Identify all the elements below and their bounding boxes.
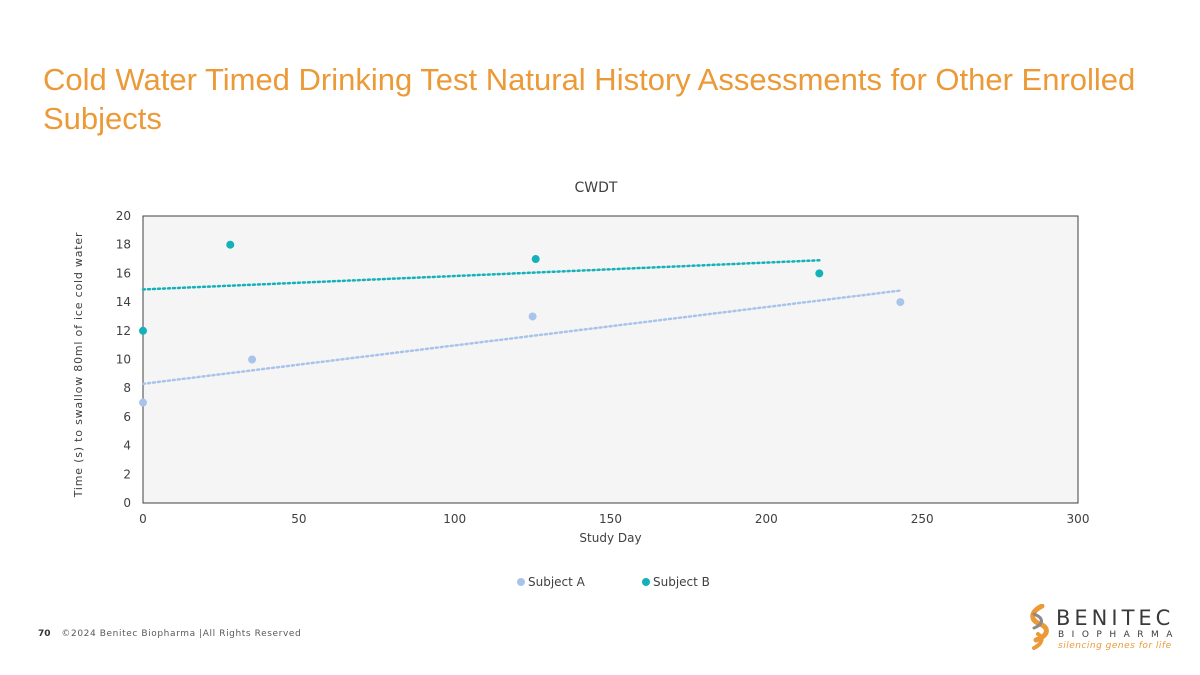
legend-marker xyxy=(517,578,525,586)
slide-title: Cold Water Timed Drinking Test Natural H… xyxy=(43,62,1136,136)
y-tick-label: 18 xyxy=(116,238,131,252)
trendline-subject-a xyxy=(141,289,902,386)
y-tick-label: 14 xyxy=(116,295,131,309)
legend-label: Subject B xyxy=(653,575,710,589)
logo-brand: BENITEC xyxy=(1056,606,1175,630)
y-tick-label: 10 xyxy=(116,353,131,367)
data-point-subject-b xyxy=(531,255,540,264)
y-tick-label: 12 xyxy=(116,324,131,338)
logo-tagline: silencing genes for life xyxy=(1058,641,1172,651)
data-point-subject-b xyxy=(226,240,235,249)
y-tick-label: 20 xyxy=(116,209,131,223)
page-number: 70 xyxy=(38,629,51,639)
trendline-subject-b xyxy=(141,259,821,291)
benitec-helix-icon xyxy=(1030,604,1049,650)
footer: 70 ©2024 Benitec Biopharma |All Rights R… xyxy=(38,629,301,639)
x-tick-label: 100 xyxy=(443,512,466,526)
data-point-subject-a xyxy=(248,355,257,364)
benitec-logo: BENITEC BIOPHARMA silencing genes for li… xyxy=(1024,604,1184,654)
x-tick-label: 300 xyxy=(1067,512,1090,526)
x-tick-label: 50 xyxy=(291,512,306,526)
y-tick-label: 16 xyxy=(116,266,131,280)
data-point-subject-b xyxy=(815,269,824,278)
y-tick-label: 2 xyxy=(123,467,131,481)
logo-sub: BIOPHARMA xyxy=(1058,630,1180,640)
y-axis-label: Time (s) to swallow 80ml of ice cold wat… xyxy=(72,232,85,499)
x-tick-label: 150 xyxy=(599,512,622,526)
data-point-subject-a xyxy=(896,298,905,307)
y-tick-label: 8 xyxy=(123,381,131,395)
y-tick-label: 6 xyxy=(123,410,131,424)
x-axis-label: Study Day xyxy=(579,531,641,545)
copyright-text: ©2024 Benitec Biopharma |All Rights Rese… xyxy=(61,629,302,639)
data-point-subject-b xyxy=(139,326,147,335)
x-tick-label: 250 xyxy=(911,512,934,526)
x-tick-label: 0 xyxy=(139,512,147,526)
data-point-subject-a xyxy=(139,398,147,407)
legend-marker xyxy=(642,578,650,586)
plot-area xyxy=(142,215,1079,504)
y-tick-label: 0 xyxy=(123,496,131,510)
y-tick-label: 4 xyxy=(123,439,131,453)
data-point-subject-a xyxy=(528,312,537,321)
chart-title: CWDT xyxy=(575,180,618,196)
legend-label: Subject A xyxy=(528,575,586,589)
x-tick-label: 200 xyxy=(755,512,778,526)
